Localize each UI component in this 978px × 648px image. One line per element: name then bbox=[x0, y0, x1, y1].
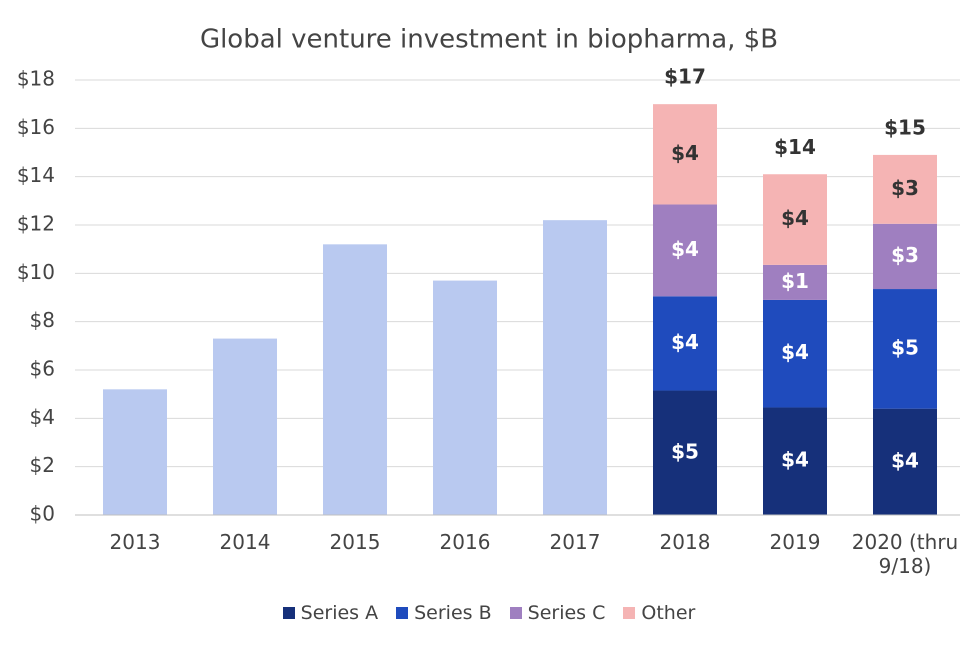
bar-segment bbox=[543, 220, 607, 515]
y-tick-label: $14 bbox=[17, 163, 55, 187]
chart-title: Global venture investment in biopharma, … bbox=[200, 25, 778, 55]
data-label: $5 bbox=[671, 439, 699, 463]
bar-segment bbox=[323, 244, 387, 516]
legend-item: Series B bbox=[396, 602, 492, 624]
y-tick-label: $6 bbox=[30, 357, 55, 381]
data-label: $4 bbox=[781, 340, 809, 364]
data-label: $4 bbox=[891, 448, 919, 472]
x-tick-label: 2013 bbox=[109, 530, 161, 554]
bar-segment bbox=[873, 223, 937, 290]
legend-item: Other bbox=[623, 602, 695, 624]
y-tick-label: $12 bbox=[17, 212, 55, 236]
y-tick-label: $10 bbox=[17, 260, 55, 284]
legend-label: Other bbox=[641, 602, 696, 624]
x-tick-label: 2016 bbox=[439, 530, 491, 554]
bar-segment bbox=[873, 154, 937, 224]
bar-segment bbox=[763, 407, 827, 515]
y-tick-label: $0 bbox=[30, 502, 55, 526]
x-tick-label: 2017 bbox=[549, 530, 601, 554]
data-label: $5 bbox=[891, 335, 919, 359]
data-label: $4 bbox=[671, 330, 699, 354]
bar-segment bbox=[763, 174, 827, 265]
legend-label: Series A bbox=[300, 602, 379, 624]
bar-segment bbox=[213, 338, 277, 515]
bar-segment bbox=[653, 104, 717, 205]
bar-segment bbox=[103, 389, 167, 515]
y-tick-label: $4 bbox=[30, 405, 55, 429]
total-label: $17 bbox=[664, 65, 706, 89]
data-label: $4 bbox=[671, 237, 699, 261]
total-label: $14 bbox=[774, 135, 816, 159]
data-label: $4 bbox=[671, 141, 699, 165]
legend-swatch bbox=[396, 607, 409, 619]
data-label: $4 bbox=[781, 206, 809, 230]
data-label: $1 bbox=[781, 269, 809, 293]
legend-swatch bbox=[509, 607, 522, 619]
x-tick-label: 2018 bbox=[659, 530, 711, 554]
bar-segment bbox=[653, 296, 717, 391]
x-tick-label: 2019 bbox=[769, 530, 821, 554]
total-label: $15 bbox=[884, 115, 926, 139]
data-label: $3 bbox=[891, 176, 919, 200]
y-tick-label: $2 bbox=[30, 453, 55, 477]
legend-item: Series A bbox=[282, 602, 379, 624]
legend-item: Series C bbox=[509, 602, 606, 624]
bar-segment bbox=[433, 280, 497, 515]
y-tick-label: $18 bbox=[17, 67, 55, 91]
legend-label: Series B bbox=[414, 602, 492, 624]
legend: Series A Series B Series C Other bbox=[0, 602, 978, 624]
bar-segment bbox=[763, 299, 827, 408]
legend-label: Series C bbox=[527, 602, 606, 624]
bar-segment bbox=[653, 204, 717, 297]
y-tick-label: $16 bbox=[17, 115, 55, 139]
data-label: $4 bbox=[781, 448, 809, 472]
legend-swatch bbox=[282, 607, 295, 619]
bar-segment bbox=[763, 264, 827, 300]
x-tick-label: 2014 bbox=[219, 530, 271, 554]
x-tick-label: 2020 (thru 9/18) bbox=[851, 530, 959, 578]
bar-segment bbox=[873, 408, 937, 515]
legend-swatch bbox=[623, 607, 636, 619]
bar-segment bbox=[873, 289, 937, 409]
data-label: $3 bbox=[891, 243, 919, 267]
bar-segment bbox=[653, 390, 717, 515]
y-tick-label: $8 bbox=[30, 308, 55, 332]
x-tick-label: 2015 bbox=[329, 530, 381, 554]
